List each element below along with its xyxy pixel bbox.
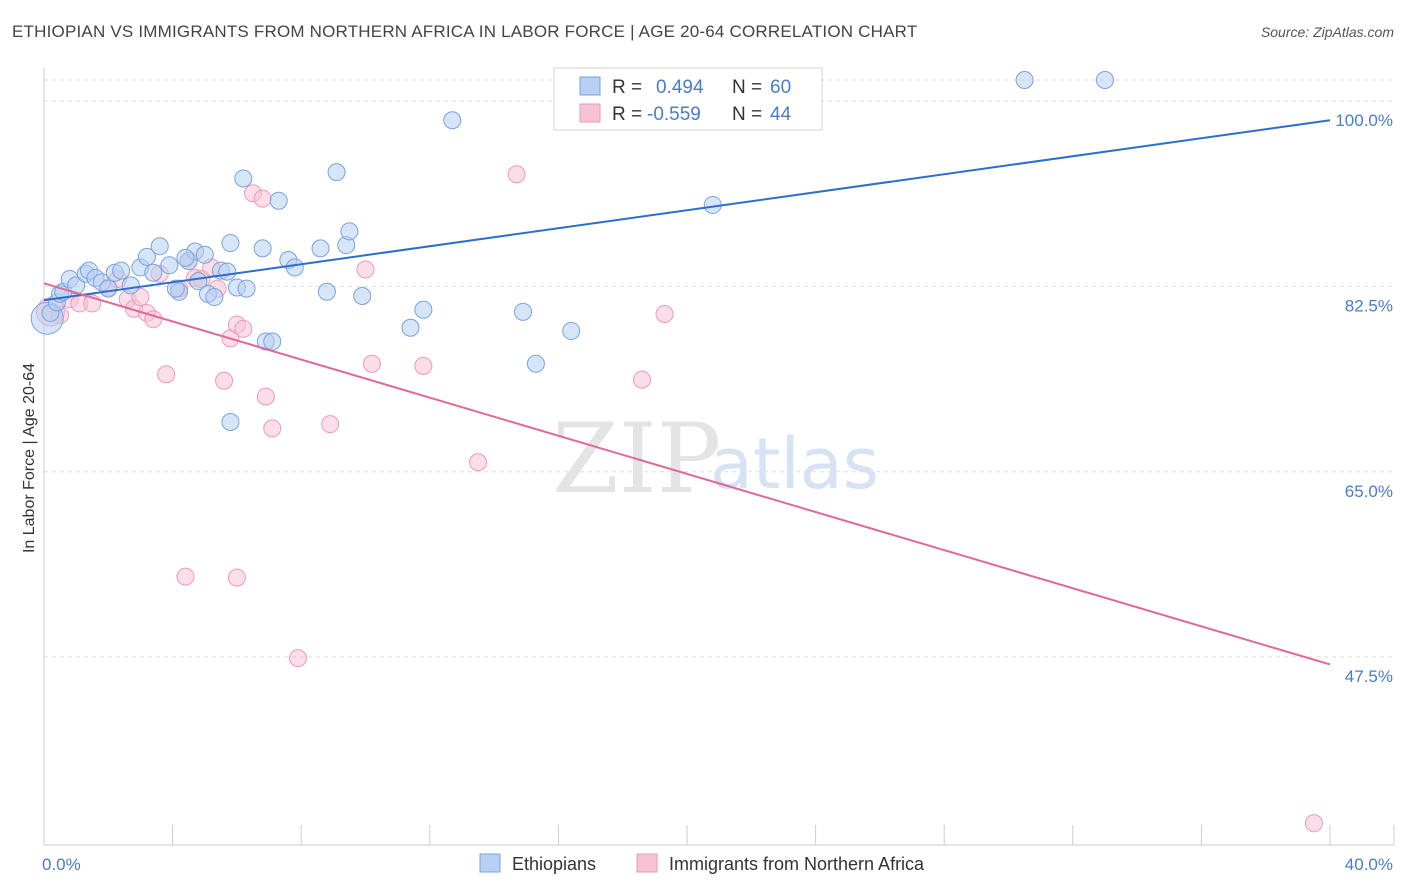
legend-swatch-blue (579, 76, 601, 96)
watermark-atlas: atlas (710, 423, 879, 505)
immigrant-point (356, 260, 375, 279)
immigrant-point (253, 189, 272, 208)
immigrant-point (215, 371, 234, 390)
y-tick-label: 100.0% (1335, 111, 1393, 130)
trend-line-immigrants (43, 282, 1331, 666)
series-immigrants-points (35, 165, 1323, 833)
immigrant-point (414, 356, 433, 375)
x-ticks (43, 825, 1395, 845)
ethiopian-point (121, 276, 140, 295)
ethiopian-point (166, 279, 185, 298)
legend-r-label-blue: R = (612, 77, 642, 98)
ethiopian-point (311, 239, 330, 258)
immigrant-point (157, 365, 176, 384)
immigrant-point (507, 165, 526, 184)
ethiopian-point (67, 276, 86, 295)
ethiopian-point (353, 287, 372, 305)
ethiopian-point (263, 332, 282, 351)
ethiopian-point (562, 321, 581, 340)
immigrant-point (263, 419, 282, 438)
legend-r-value-pink: -0.559 (647, 104, 701, 125)
ethiopian-point (237, 279, 256, 298)
ethiopian-point (443, 111, 462, 130)
trend-lines (43, 119, 1331, 666)
ethiopian-point (414, 300, 433, 319)
immigrant-point (655, 305, 674, 323)
immigrant-point (1304, 814, 1323, 833)
ethiopian-point (401, 318, 420, 337)
legend-n-value-pink: 44 (770, 104, 792, 125)
y-tick-label: 82.5% (1345, 296, 1393, 315)
immigrant-point (632, 370, 651, 389)
ethiopian-point (526, 354, 545, 373)
x-tick-labels: 0.0% 40.0% (42, 855, 1393, 874)
legend-n-value-blue: 60 (770, 77, 791, 98)
ethiopian-point (160, 256, 179, 275)
bottom-legend-label-immigrants: Immigrants from Northern Africa (669, 854, 925, 874)
x-tick-label-min: 0.0% (42, 855, 81, 874)
ethiopian-point (221, 234, 240, 253)
legend-r-value-blue: 0.494 (656, 77, 704, 98)
immigrant-point (362, 354, 381, 373)
ethiopian-point (285, 258, 304, 277)
immigrant-point (176, 567, 195, 586)
y-tick-label: 47.5% (1345, 667, 1393, 686)
y-axis-label: In Labor Force | Age 20-64 (21, 363, 38, 553)
ethiopian-point (514, 302, 533, 321)
y-tick-labels: 100.0% 82.5% 65.0% 47.5% (1335, 111, 1393, 686)
ethiopian-point (150, 237, 169, 256)
axes (43, 68, 1394, 846)
ethiopian-point (327, 163, 346, 182)
trend-line-ethiopians (43, 119, 1331, 302)
immigrant-point (321, 415, 340, 434)
bottom-legend: Ethiopians Immigrants from Northern Afri… (479, 853, 925, 874)
legend-r-label-pink: R = (612, 104, 642, 125)
legend: R = 0.494 N = 60 R = -0.559 N = 44 (553, 67, 823, 131)
ethiopian-point (340, 222, 359, 241)
ethiopian-point (221, 413, 240, 431)
ethiopian-point (137, 247, 156, 266)
legend-n-label-blue: N = (732, 77, 762, 98)
legend-n-label-pink: N = (732, 104, 762, 125)
ethiopian-point (253, 239, 272, 258)
x-tick-label-max: 40.0% (1345, 855, 1393, 874)
immigrant-point (131, 288, 150, 307)
ethiopian-point (176, 248, 195, 267)
bottom-legend-swatch-blue (479, 853, 501, 873)
immigrant-point (288, 649, 307, 668)
ethiopian-point (234, 169, 253, 188)
bottom-legend-swatch-pink (636, 853, 658, 873)
ethiopian-point (1095, 71, 1114, 89)
immigrant-point (234, 319, 253, 338)
ethiopian-point (205, 288, 224, 307)
chart-source: Source: ZipAtlas.com (1260, 24, 1394, 40)
chart-title: ETHIOPIAN VS IMMIGRANTS FROM NORTHERN AF… (12, 22, 918, 41)
ethiopian-point (317, 282, 336, 301)
ethiopian-point (1015, 71, 1034, 89)
bottom-legend-label-ethiopians: Ethiopians (512, 854, 596, 874)
immigrant-point (227, 568, 246, 587)
immigrant-point (256, 387, 275, 406)
y-tick-label: 65.0% (1345, 482, 1393, 501)
ethiopian-point (144, 263, 163, 282)
ethiopian-point (195, 245, 214, 264)
ethiopian-point (218, 262, 237, 281)
ethiopian-point (112, 261, 131, 280)
immigrant-point (469, 453, 488, 472)
ethiopian-point (269, 191, 288, 210)
ethiopian-point (189, 272, 208, 291)
watermark: ZIP atlas (552, 403, 879, 515)
ethiopian-point (99, 279, 118, 298)
series-ethiopians-points (30, 71, 1114, 431)
grid (44, 79, 1394, 658)
legend-swatch-pink (579, 103, 601, 123)
